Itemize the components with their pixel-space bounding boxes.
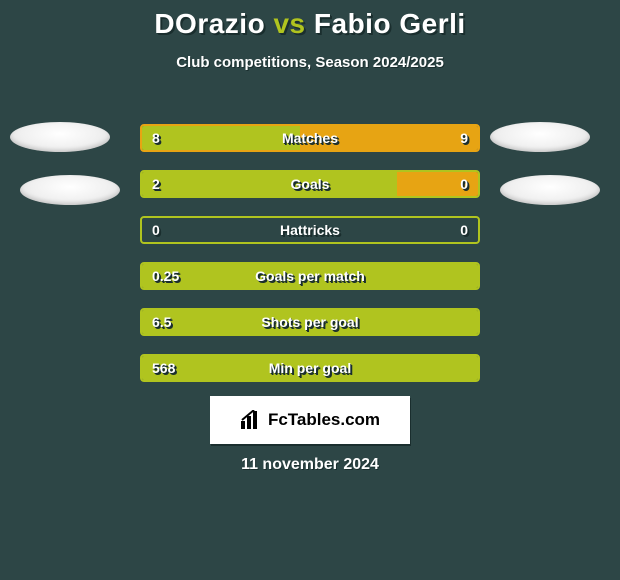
- right-team-badge: [500, 175, 600, 205]
- title-vs: vs: [273, 8, 305, 39]
- stat-fill-left: [142, 126, 300, 150]
- stat-value-right: 0: [460, 222, 468, 238]
- stat-row: 20Goals: [140, 170, 480, 198]
- stat-value-right: 0: [460, 176, 468, 192]
- date-text: 11 november 2024: [0, 456, 620, 474]
- stats-bars: 89Matches20Goals00Hattricks0.25Goals per…: [140, 124, 480, 400]
- stat-fill-left: [142, 264, 478, 288]
- right-team-badge: [490, 122, 590, 152]
- stat-value-left: 0: [152, 222, 160, 238]
- stat-value-right: 9: [460, 130, 468, 146]
- title-player1: DOrazio: [154, 8, 265, 39]
- stat-value-left: 2: [152, 176, 160, 192]
- title-player2: Fabio Gerli: [314, 8, 466, 39]
- left-team-badge: [20, 175, 120, 205]
- stat-label: Hattricks: [142, 222, 478, 238]
- stat-fill-left: [142, 310, 478, 334]
- subtitle: Club competitions, Season 2024/2025: [0, 54, 620, 71]
- stat-row: 89Matches: [140, 124, 480, 152]
- stat-fill-left: [142, 172, 397, 196]
- stat-row: 0.25Goals per match: [140, 262, 480, 290]
- stat-row: 6.5Shots per goal: [140, 308, 480, 336]
- brand-text: FcTables.com: [268, 410, 380, 430]
- comparison-infographic: DOrazio vs Fabio Gerli Club competitions…: [0, 0, 620, 580]
- stat-fill-left: [142, 356, 478, 380]
- page-title: DOrazio vs Fabio Gerli: [0, 0, 620, 40]
- left-team-badge: [10, 122, 110, 152]
- stat-row: 0 0Hattricks: [140, 216, 480, 244]
- stat-value-left: 8: [152, 130, 160, 146]
- stat-value-left: 568: [152, 360, 175, 376]
- stat-value-left: 6.5: [152, 314, 171, 330]
- brand-icon: [240, 410, 262, 430]
- stat-row: 568Min per goal: [140, 354, 480, 382]
- stat-value-left: 0.25: [152, 268, 179, 284]
- brand-box: FcTables.com: [210, 396, 410, 444]
- stat-fill-right: [300, 126, 478, 150]
